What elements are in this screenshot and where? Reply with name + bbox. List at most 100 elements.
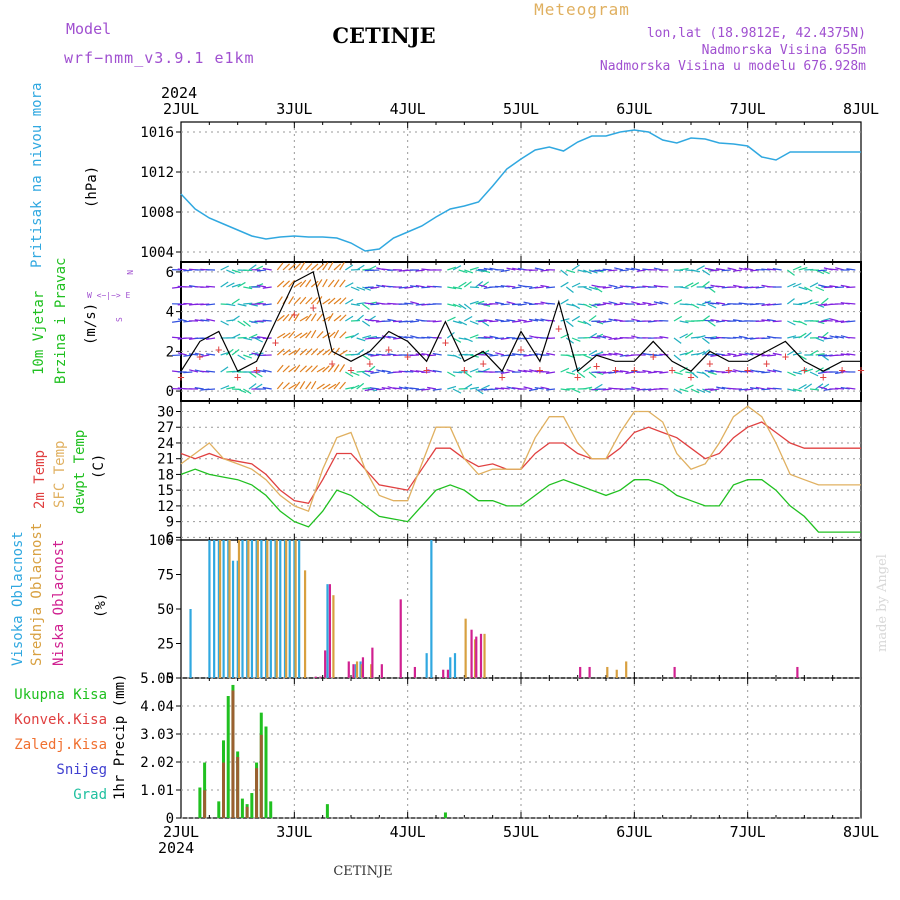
precip-bar [325,804,329,818]
cloud-bar [213,540,216,678]
wind-barb [206,337,216,341]
wind-barb [571,367,581,373]
wind-barb [761,268,771,271]
panel-frame [180,121,862,263]
wind-barb [200,370,210,373]
wind-barb [327,279,335,288]
wind-barb [787,282,796,288]
wind-barb [727,369,737,373]
wind-barb [577,371,586,378]
cloud-bar [227,540,230,678]
wind-barb [829,335,839,339]
cloud-unit: (%) [93,593,109,618]
wind-barb [818,336,828,339]
cloud-bar [189,609,192,678]
wind-barb [571,315,581,322]
wind-barb [540,284,550,288]
wind-barb [701,349,710,356]
wind-gust-marker: + [177,370,184,384]
wind-barb [276,348,285,356]
wind-barb [316,313,324,322]
wind-barb [815,337,825,342]
wind-gust-marker: + [763,356,770,370]
wind-barb [194,387,204,390]
wind-barb [316,279,323,288]
wind-barb [534,267,544,271]
wind-barb [798,332,807,339]
wind-barb [254,371,263,378]
wind-barb [506,386,516,390]
wind-barb [506,336,516,339]
wind-barb [495,301,505,305]
wind-barb [846,302,856,305]
wind-barb [231,298,240,305]
panel-frame [180,400,862,541]
wind-barb [823,337,833,340]
y-tick-label: 24 [157,436,174,452]
wind-barb [475,269,485,273]
wind-barb [679,352,689,356]
wind-barb [322,383,331,390]
wind-barb [205,370,216,373]
wind-barb [591,336,601,339]
wind-barb [381,335,391,339]
wind-barb [350,286,360,291]
wind-barb [288,279,296,288]
wind-barb [608,337,618,341]
wind-barb [305,365,313,373]
wind-barb [696,303,706,307]
x-tick-label-bottom: 4JUL [390,823,426,841]
cloud-bar [285,540,288,678]
wind-barb [588,332,598,339]
wind-barb [545,319,556,322]
wind-barb [231,370,242,373]
wind-barb [761,354,771,357]
wind-barb [242,320,251,327]
wind-barb [464,337,473,343]
wind-gust-marker: + [574,370,581,384]
wind-barb [339,314,347,322]
wind-barb [679,333,688,339]
wind-barb [818,284,828,288]
wind-barb [619,370,629,373]
wind-barb [367,265,377,271]
temp-label-dewpt: dewpt Temp [72,430,88,514]
wind-barb [766,354,777,357]
cloud-bar [332,595,335,678]
wind-barb [477,320,488,323]
x-tick-label-bottom: 3JUL [276,823,312,841]
wind-barb [376,284,386,288]
temp-unit: (C) [91,454,107,479]
wind-barb [792,303,803,306]
cloud-bar [266,540,269,678]
wind-barb [194,352,204,356]
x-tick-label-top: 2JUL [163,100,199,118]
wind-barb [721,371,731,374]
wind-barb [310,380,317,390]
wind-barb [571,264,580,271]
wind-barb [327,297,336,305]
wind-barb [631,318,641,322]
wind-barb [673,315,683,322]
wind-barb [701,281,710,288]
wind-barb [614,352,624,356]
year-bottom: 2024 [158,839,194,857]
wind-barb [834,387,845,390]
wind-barb [534,386,544,390]
wind-barb [588,371,597,379]
wind-barb [356,370,366,373]
wind-barb [489,388,499,391]
wind-barb [237,303,247,307]
wind-barb [257,284,267,288]
wind-gust-marker: + [196,349,203,363]
wind-barb [619,354,629,357]
wind-barb [248,383,257,390]
wind-barb [690,371,699,379]
wind-barb [704,353,714,356]
y-tick-label: 6 [166,530,174,546]
wind-barb [464,383,473,390]
cloud-bar [314,676,317,678]
lonlat-label: lon,lat (18.9812E, 42.4375N) [647,26,866,41]
cloud-bar [236,560,239,678]
